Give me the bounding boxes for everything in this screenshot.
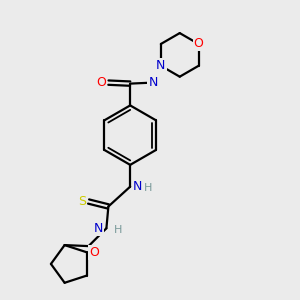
Text: O: O [89, 246, 99, 259]
Text: N: N [148, 76, 158, 89]
Text: H: H [114, 225, 123, 235]
Text: N: N [156, 59, 166, 72]
Text: O: O [97, 76, 106, 89]
Text: N: N [133, 180, 142, 193]
Text: H: H [144, 183, 152, 193]
Text: S: S [78, 195, 86, 208]
Text: O: O [194, 38, 203, 50]
Text: N: N [94, 222, 104, 235]
